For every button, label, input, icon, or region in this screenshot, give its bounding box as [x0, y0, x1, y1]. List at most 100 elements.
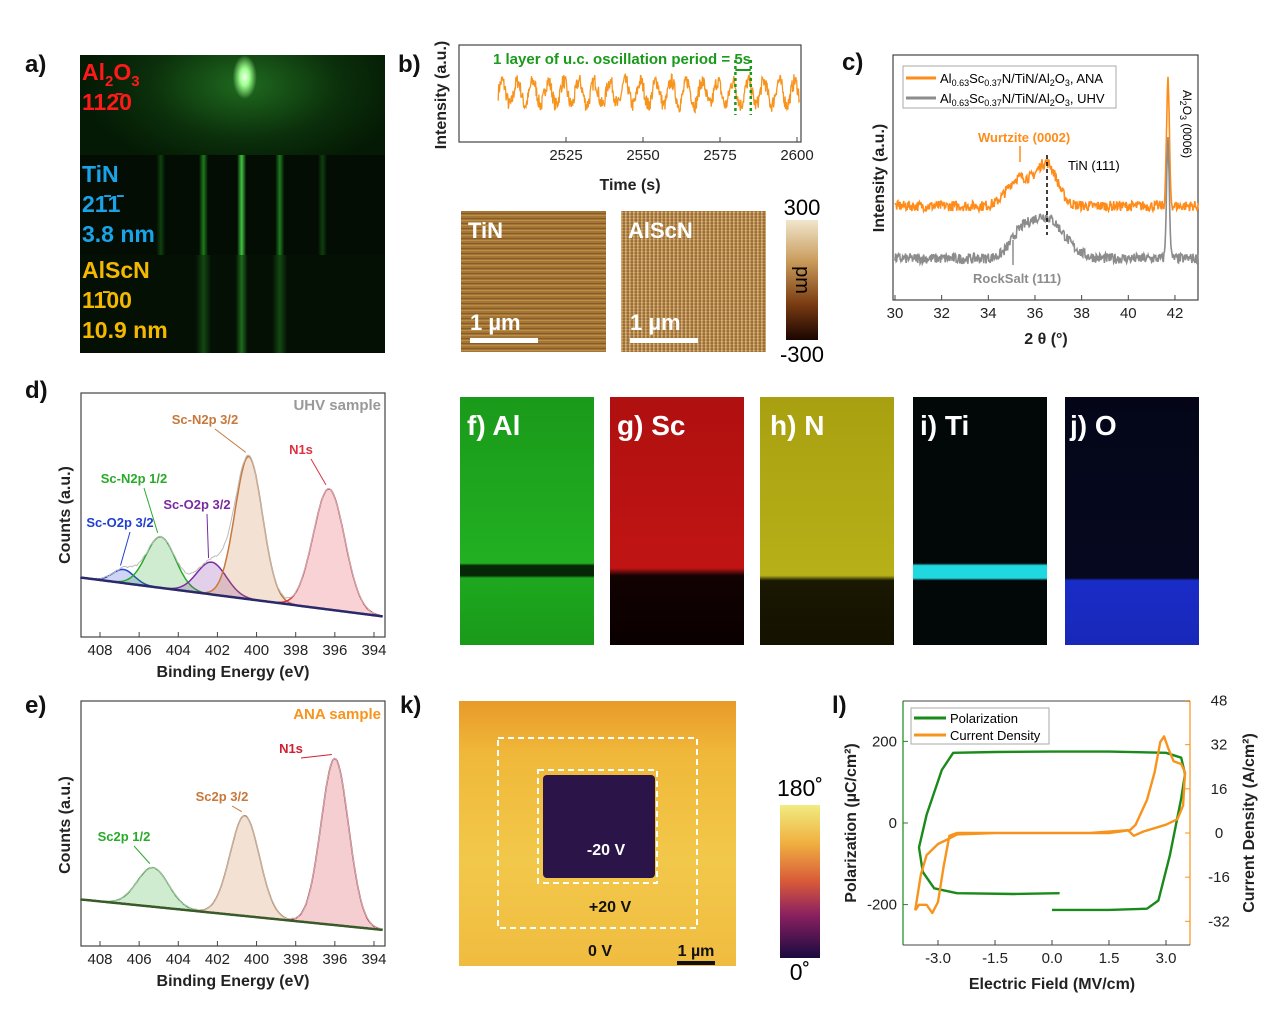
- background-line: [80, 576, 383, 618]
- chart-l-pe-loop: -3.0 -1.5 0.0 1.5 3.0 200 0 -200 48 32 16 0 -16 -32: [867, 693, 1230, 967]
- plot-frame: [80, 392, 386, 638]
- peak-label: Sc-N2p 1/2: [101, 471, 167, 486]
- y-tick-label: 200: [872, 733, 897, 750]
- afm-tin-label: TiN: [468, 218, 503, 243]
- peak-label: Sc2p 3/2: [196, 789, 249, 804]
- afm-colorbar-max: 300: [784, 195, 821, 220]
- rheed-alscn-image: [80, 255, 385, 353]
- y2-tick-label: 32: [1211, 737, 1228, 754]
- panel-label-k: k): [400, 692, 421, 719]
- chart-c-ylabel: Intensity (a.u.): [871, 124, 888, 232]
- legend-label-uhv: Al0.63Sc0.37N/TiN/Al2O3, UHV: [940, 91, 1105, 108]
- x-tick-label: 398: [283, 642, 308, 659]
- panel-label-a: a): [25, 51, 46, 78]
- y2-tick-label: -16: [1208, 869, 1230, 886]
- chart-d-xps-uhv: 408 406 404 402 400 398 396 394 Sc-O2p 3/2 Sc-N2p…: [80, 392, 386, 659]
- x-tick-label: 398: [283, 951, 308, 968]
- rheed-tin-image: [80, 155, 385, 255]
- panel-label-b: b): [398, 51, 421, 78]
- rheed-substrate-direction: 112̄0: [82, 89, 132, 115]
- pfm-inner-write-region: [537, 769, 658, 884]
- peak-fill: [80, 488, 383, 617]
- peak-label: Sc-O2p 3/2: [163, 497, 230, 512]
- afm-alscn-label: AlScN: [628, 218, 693, 243]
- eds-label-sc: g) Sc: [617, 410, 685, 441]
- chart-e-xlabel: Binding Energy (eV): [157, 973, 310, 990]
- peak-arrow: [214, 428, 247, 453]
- eds-map-al: [460, 397, 594, 645]
- pfm-colorbar-max: 180˚: [777, 775, 823, 801]
- x-tick-label: 396: [322, 642, 347, 659]
- chart-l-ylabel: Polarization (µC/cm²): [843, 743, 860, 902]
- peak-arrow: [143, 487, 159, 533]
- panel-label-c: c): [842, 49, 863, 76]
- chart-l-y2label: Current Density (A/cm²): [1241, 733, 1258, 913]
- eds-label-n: h) N: [770, 410, 824, 441]
- x-tick-label: 408: [87, 951, 112, 968]
- chart-c-xrd: 30 32 34 36 38 40 42: [887, 54, 1200, 322]
- peak-label: N1s: [279, 741, 303, 756]
- x-tick-label: 42: [1167, 305, 1184, 322]
- chart-d-title: UHV sample: [293, 397, 381, 414]
- x-tick-label: -1.5: [982, 950, 1008, 967]
- x-tick-label: 3.0: [1156, 950, 1177, 967]
- x-tick-label: 400: [244, 951, 269, 968]
- pfm-scale-bar: [677, 961, 715, 965]
- x-tick-label: 2550: [626, 147, 659, 164]
- chart-d-xlabel: Binding Energy (eV): [157, 664, 310, 681]
- legend-label-ana: Al0.63Sc0.37N/TiN/Al2O3, ANA: [940, 71, 1103, 88]
- x-tick-label: 30: [887, 305, 904, 322]
- eds-label-ti: i) Ti: [920, 410, 969, 441]
- afm-alscn-image: [621, 211, 766, 352]
- plot-frame: [892, 54, 1199, 301]
- afm-colorbar-min: -300: [780, 342, 824, 367]
- peak-arrow: [300, 753, 332, 759]
- afm-alscn-scale-bar: [630, 338, 698, 343]
- legend-label-current: Current Density: [950, 728, 1041, 743]
- peak-label: N1s: [289, 442, 313, 457]
- chart-e-title: ANA sample: [293, 706, 381, 723]
- eds-label-o: j) O: [1069, 410, 1117, 441]
- chart-c-xlabel: 2 θ (°): [1024, 331, 1068, 348]
- plot-frame: [80, 700, 386, 947]
- rheed-labels: Al2O3 112̄0 TiN 21̄1̄ 3.8 nm AlScN 11̄00…: [82, 59, 168, 343]
- y2-tick-label: -32: [1208, 913, 1230, 930]
- annotation-sapphire: Al2O3 (0006): [1178, 90, 1194, 158]
- x-tick-label: 408: [87, 642, 112, 659]
- annotation-tin: TiN (111): [1068, 158, 1120, 173]
- rheed-alscn-name: AlScN: [82, 257, 150, 283]
- peak-arrow: [120, 531, 131, 566]
- eds-map-n: [760, 397, 894, 645]
- chart-l-xlabel: Electric Field (MV/cm): [969, 976, 1135, 993]
- pfm-outer-label: +20 V: [589, 899, 632, 916]
- x-tick-label: 404: [166, 951, 191, 968]
- afm-tin-image: [461, 211, 606, 352]
- chart-b-ylabel: Intensity (a.u.): [433, 41, 450, 149]
- x-tick-label: 0.0: [1042, 950, 1063, 967]
- afm-colorbar: [786, 220, 818, 340]
- rheed-tin-name: TiN: [82, 161, 119, 187]
- rheed-tin-thickness: 3.8 nm: [82, 221, 155, 247]
- peak-label: Sc-O2p 3/2: [86, 515, 153, 530]
- pfm-scale-label: 1 µm: [678, 943, 715, 960]
- peak-arrow: [133, 845, 151, 864]
- x-tick-label: 404: [166, 642, 191, 659]
- x-tick-label: 2600: [780, 147, 813, 164]
- x-tick-label: 396: [322, 951, 347, 968]
- peak-fill: [80, 536, 383, 617]
- eds-map-ti: [913, 397, 1047, 645]
- peak-label: Sc-N2p 3/2: [172, 412, 238, 427]
- rheed-substrate-image: [80, 55, 385, 155]
- x-tick-label: 394: [361, 642, 386, 659]
- x-tick-label: 400: [244, 642, 269, 659]
- background-line: [80, 898, 383, 932]
- x-tick-label: 402: [205, 951, 230, 968]
- peak-arrow: [310, 458, 327, 486]
- eds-map-sc: [610, 397, 744, 645]
- chart-e-ylabel: Counts (a.u.): [57, 776, 74, 874]
- x-tick-label: 394: [361, 951, 386, 968]
- oscillation-line: [497, 73, 801, 114]
- pfm-inner-label: -20 V: [587, 842, 626, 859]
- plot-frame: [458, 44, 802, 143]
